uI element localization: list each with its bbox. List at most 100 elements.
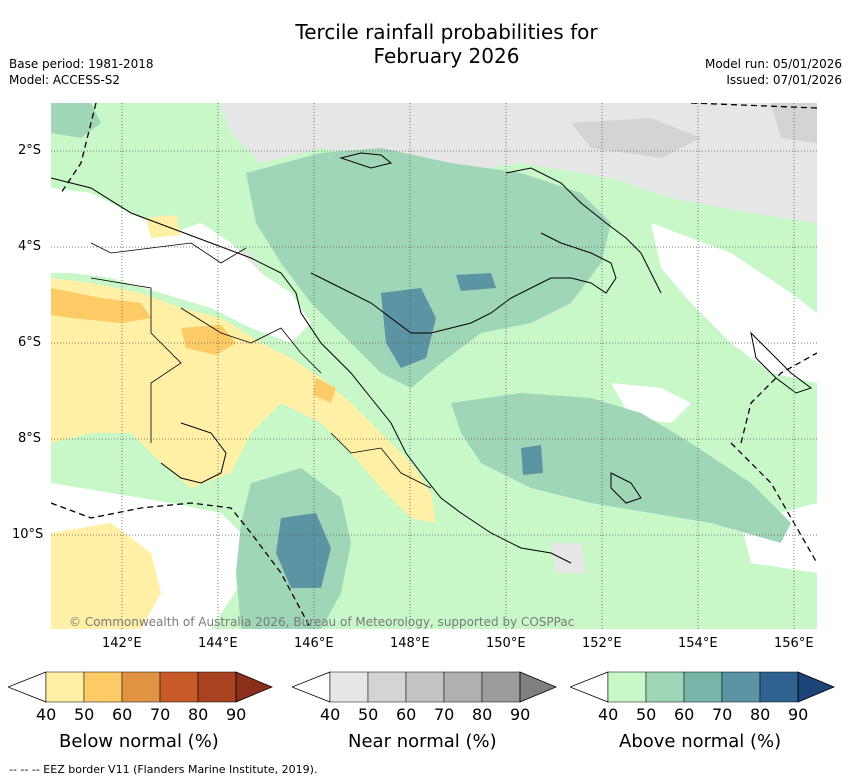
near-normal-region-north-darker <box>571 118 701 158</box>
lon-tick-152e: 152°E <box>582 636 622 651</box>
colorbar-above-arrow-right <box>797 671 835 703</box>
below-normal-region-central <box>181 325 236 355</box>
colorbar-near-label-40: 40 <box>320 705 341 724</box>
map-title-line2: February 2026 <box>373 44 520 68</box>
colorbar-above-normal <box>570 671 835 703</box>
lat-tick-2s: 2°S <box>18 143 42 158</box>
model-run: Model run: 05/01/2026 <box>704 57 842 71</box>
colorbar-above-label-50: 50 <box>636 705 657 724</box>
above-normal-region-east <box>451 393 791 543</box>
no-category-region-west <box>51 188 311 343</box>
colorbar-below-swatch-5 <box>197 671 237 703</box>
colorbar-near-label-90: 90 <box>510 705 531 724</box>
colorbar-below-label-70: 70 <box>150 705 171 724</box>
colorbar-above-label-90: 90 <box>788 705 809 724</box>
coastline-new-ireland <box>505 167 662 294</box>
eez-borders <box>51 103 817 629</box>
colorbar-above-swatch-5 <box>759 671 799 703</box>
colorbar-above-label-40: 40 <box>598 705 619 724</box>
eez-border-east <box>740 352 817 444</box>
eez-border-northeast <box>690 103 817 109</box>
above-normal-region-central-stronger <box>381 288 436 368</box>
colorbar-above-label-80: 80 <box>750 705 771 724</box>
colorbar-near-swatch-3 <box>405 671 445 703</box>
colorbar-near-arrow-right <box>519 671 557 703</box>
base-period: Base period: 1981-2018 <box>9 57 154 71</box>
colorbar-near-swatch-1 <box>329 671 369 703</box>
model-name: Model: ACCESS-S2 <box>9 73 121 87</box>
colorbar-below-title: Below normal (%) <box>59 731 219 752</box>
colorbar-below-label-90: 90 <box>226 705 247 724</box>
colorbar-near-label-60: 60 <box>396 705 417 724</box>
above-normal-region-south-stronger <box>276 513 331 588</box>
above-normal-region-central <box>246 148 611 388</box>
below-normal-region-patch <box>313 378 336 403</box>
province-border-2 <box>180 307 322 374</box>
coastline-manus <box>339 152 393 169</box>
colorbar-near-swatch-5 <box>481 671 521 703</box>
colorbar-below-label-60: 60 <box>112 705 133 724</box>
province-border-4 <box>330 432 432 489</box>
lon-tick-156e: 156°E <box>774 636 814 651</box>
province-borders <box>90 242 432 489</box>
near-normal-region-southeast <box>551 543 586 573</box>
colorbar-above-label-60: 60 <box>674 705 695 724</box>
below-normal-region-west-stronger <box>51 288 151 323</box>
coastline-bougainville <box>750 331 813 394</box>
colorbar-near-swatch-2 <box>367 671 407 703</box>
eez-border-northwest <box>60 103 97 194</box>
colorbar-above-swatch-1 <box>607 671 647 703</box>
above-normal-region-central-patch <box>456 273 496 291</box>
near-normal-region-northeast <box>771 103 817 143</box>
colorbar-below-arrow-right <box>235 671 273 703</box>
lat-tick-6s: 6°S <box>18 335 42 350</box>
lon-tick-146e: 146°E <box>294 636 334 651</box>
colorbar-above-arrow-left <box>570 671 609 703</box>
issued-date: Issued: 07/01/2026 <box>726 73 842 87</box>
coastline-north-mainland <box>51 177 572 564</box>
colorbar-near-swatch-4 <box>443 671 483 703</box>
lat-tick-10s: 10°S <box>12 527 44 542</box>
lon-tick-148e: 148°E <box>390 636 430 651</box>
lon-tick-144e: 144°E <box>198 636 238 651</box>
rainfall-probability-map: © Commonwealth of Australia 2026, Bureau… <box>51 103 817 629</box>
below-normal-region-west <box>51 278 436 523</box>
eez-legend-footer: -- -- -- EEZ border V11 (Flanders Marine… <box>9 763 318 776</box>
below-normal-region-southwest <box>51 523 161 629</box>
colorbar-above-swatch-2 <box>645 671 685 703</box>
colorbar-near-normal <box>292 671 557 703</box>
colorbar-near-label-70: 70 <box>434 705 455 724</box>
below-normal-region-north-patch <box>146 215 181 238</box>
coastline-islands-east <box>610 472 642 504</box>
no-category-region-east <box>651 223 817 383</box>
colorbar-below-label-80: 80 <box>188 705 209 724</box>
colorbar-above-swatch-4 <box>721 671 761 703</box>
colorbar-below-swatch-2 <box>83 671 123 703</box>
colorbar-below-label-50: 50 <box>74 705 95 724</box>
colorbar-below-label-40: 40 <box>36 705 57 724</box>
gridlines <box>51 103 817 629</box>
lon-tick-154e: 154°E <box>678 636 718 651</box>
colorbar-below-arrow-left <box>8 671 47 703</box>
coastline-south-mainland <box>160 422 227 484</box>
lat-tick-4s: 4°S <box>18 239 42 254</box>
lon-tick-142e: 142°E <box>102 636 142 651</box>
colorbar-near-label-80: 80 <box>472 705 493 724</box>
province-border-1 <box>90 277 182 443</box>
colorbar-above-label-70: 70 <box>712 705 733 724</box>
map-title-line1: Tercile rainfall probabilities for <box>295 20 598 44</box>
colorbar-above-swatch-3 <box>683 671 723 703</box>
lat-tick-8s: 8°S <box>18 431 42 446</box>
province-border-3 <box>90 242 247 264</box>
colorbar-below-swatch-1 <box>45 671 85 703</box>
colorbar-below-swatch-4 <box>159 671 199 703</box>
above-normal-region-east-patch <box>521 445 543 475</box>
copyright-notice: © Commonwealth of Australia 2026, Bureau… <box>69 615 574 629</box>
colorbar-above-title: Above normal (%) <box>619 731 782 752</box>
colorbar-below-normal <box>8 671 273 703</box>
colorbar-near-label-50: 50 <box>358 705 379 724</box>
above-normal-region-northwest <box>51 103 101 138</box>
eez-border-south <box>51 502 312 629</box>
lon-tick-150e: 150°E <box>486 636 526 651</box>
colorbar-near-title: Near normal (%) <box>348 731 497 752</box>
